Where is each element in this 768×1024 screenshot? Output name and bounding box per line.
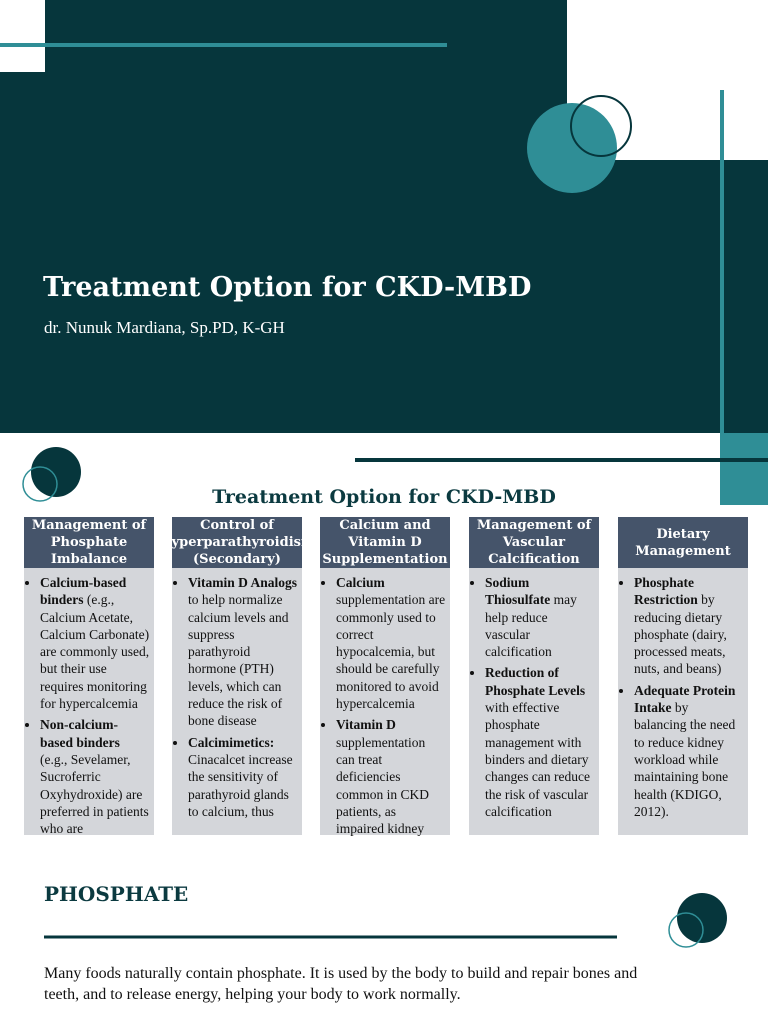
column-heading: Management of Vascular Calcification	[469, 517, 599, 568]
bullet-list: Calcium-based binders (e.g., Calcium Ace…	[24, 574, 154, 837]
bullet-text: by reducing dietary phosphate (dairy, pr…	[634, 592, 727, 677]
column-bg	[320, 517, 450, 835]
bullet-list: Sodium Thiosulfate may help reduce vascu…	[469, 574, 599, 820]
column-heading: Calcium and Vitamin D Supplementation	[320, 517, 450, 568]
bullet-text: may help reduce vascular calcification	[485, 592, 577, 660]
bullet-item: Non-calcium-based binders (e.g., Sevelam…	[40, 716, 150, 837]
column-heading: Management of Phosphate Imbalance	[24, 517, 154, 568]
heading-text: Control of Hyperparathyroidism (Secondar…	[172, 518, 302, 567]
bullet-text: (e.g., Calcium Acetate, Calcium Carbonat…	[40, 592, 150, 712]
column: Calcium and Vitamin D Supplementation Cal…	[320, 517, 450, 870]
author: dr. Nunuk Mardiana, Sp.PD, K-GH	[44, 318, 285, 337]
column-bg	[172, 517, 302, 835]
bullet-item: Calcimimetics: Cinacalcet increase the s…	[188, 734, 298, 820]
bullet-lead: Adequate Protein Intake	[634, 682, 736, 716]
bullet-item: Reduction of Phosphate Levels with effec…	[485, 664, 595, 820]
bullet-list: Phosphate Restriction by reducing dietar…	[618, 574, 748, 820]
bullet-lead: Sodium Thiosulfate	[485, 575, 551, 608]
bullet-lead: Calcium-based binders	[40, 575, 127, 608]
bullet-item: Adequate Protein Intake by balancing the…	[634, 682, 744, 820]
bullet-item: Calcium-based binders (e.g., Calcium Ace…	[40, 574, 150, 712]
column: Management of Phosphate Imbalance Calcium…	[24, 517, 154, 870]
bullet-lead: Calcimimetics:	[188, 734, 275, 750]
bullet-list: Calcium supplementation are commonly use…	[320, 574, 450, 837]
phosphate-text: Many foods naturally contain phosphate. …	[44, 965, 638, 1003]
heading-text: Management of Phosphate Imbalance	[31, 518, 147, 567]
heading-text: Dietary Management	[635, 526, 731, 559]
bullet-lead: Vitamin D Analogs	[188, 575, 298, 590]
column-bg	[24, 517, 154, 835]
column: Control of Hyperparathyroidism (Secondar…	[172, 517, 302, 870]
bullet-item: Calcium supplementation are commonly use…	[336, 574, 446, 712]
bullet-text: supplementation are commonly used to cor…	[336, 592, 446, 712]
heading-text: Management of Vascular Calcification	[476, 518, 592, 567]
column: Dietary Management Phosphate Restriction …	[618, 517, 748, 870]
bullet-item: Vitamin D Analogs to help normalize calc…	[188, 574, 298, 730]
bullet-item: Vitamin D supplementation can treat defi…	[336, 716, 446, 837]
bullet-text: (e.g., Sevelamer, Sucroferric Oxyhydroxi…	[40, 751, 149, 837]
bullet-text: by balancing the need to reduce kidney w…	[634, 700, 736, 819]
bullet-text: supplementation can treat deficiencies c…	[336, 734, 429, 837]
column-heading: Control of Hyperparathyroidism (Secondar…	[172, 517, 302, 568]
column-bg	[469, 517, 599, 835]
bullet-lead: Non-calcium-based binders	[40, 717, 120, 750]
bullet-item: Phosphate Restriction by reducing dietar…	[634, 574, 744, 678]
bullet-text: to help normalize calcium levels and sup…	[188, 592, 289, 729]
column: Management of Vascular Calcification Sodi…	[469, 517, 599, 870]
bullet-lead: Reduction of Phosphate Levels	[485, 665, 586, 698]
bullet-lead: Vitamin D	[336, 717, 396, 733]
bullet-item: Sodium Thiosulfate may help reduce vascu…	[485, 574, 595, 660]
bullet-text: Cinacalcet increase the sensitivity of p…	[188, 751, 293, 819]
heading-text: Calcium and Vitamin D Supplementation	[322, 518, 448, 567]
column-bg	[618, 517, 748, 835]
bullet-lead: Calcium	[336, 575, 385, 590]
section-title: Treatment Option for CKD-MBD	[212, 486, 556, 508]
column-heading: Dietary Management	[618, 517, 748, 568]
bullet-lead: Phosphate Restriction	[634, 575, 698, 608]
phosphate-title: PHOSPHATE	[44, 882, 189, 906]
title: Treatment Option for CKD-MBD	[43, 272, 532, 303]
bullet-text: with effective phosphate management with…	[485, 700, 590, 819]
bullet-list: Vitamin D Analogs to help normalize calc…	[172, 574, 302, 820]
